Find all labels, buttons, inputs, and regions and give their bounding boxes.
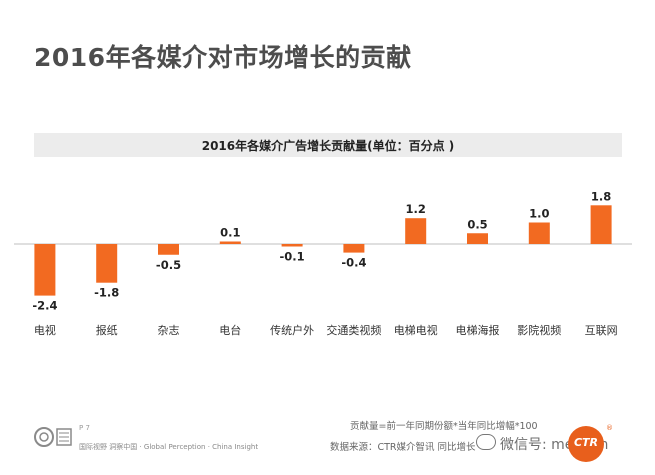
data-label-6: 1.2 [406, 202, 426, 216]
bar-7 [467, 233, 488, 244]
data-label-9: 1.8 [591, 189, 611, 203]
category-label-6: 电梯电视 [394, 323, 438, 337]
page-title: 2016年各媒介对市场增长的贡献 [34, 43, 412, 72]
data-label-5: -0.4 [341, 256, 366, 270]
bar-4 [281, 244, 303, 247]
footer-source: 数据来源：CTR媒介智讯 同比增长 [330, 442, 476, 453]
category-label-1: 报纸 [96, 323, 118, 337]
category-label-8: 影院视频 [517, 323, 561, 337]
bar-6 [405, 218, 427, 244]
registered-mark: ® [606, 424, 613, 432]
data-label-8: 1.0 [529, 207, 549, 221]
category-label-9: 互联网 [585, 324, 618, 337]
ctr-logo-text: CTR [573, 436, 599, 449]
category-label-2: 杂志 [158, 324, 180, 337]
ctr-logo: CTR [568, 426, 604, 462]
bar-1 [96, 244, 118, 283]
chart-title: 2016年各媒介广告增长贡献量(单位：百分点 ) [201, 139, 455, 153]
left-logo [34, 424, 74, 450]
bar-2 [158, 244, 179, 255]
data-label-0: -2.4 [32, 299, 57, 313]
chart-header-band: 2016年各媒介广告增长贡献量(单位：百分点 ) [34, 133, 622, 157]
category-label-0: 电视 [34, 323, 56, 337]
page-number: P 7 [79, 424, 90, 432]
footer-formula: 贡献量=前一年同期份额*当年同比增幅*100 [350, 421, 538, 432]
bar-0 [34, 244, 56, 296]
logo-icon [34, 427, 72, 447]
category-label-3: 电台 [219, 323, 241, 337]
bar-9 [590, 205, 612, 244]
data-label-3: 0.1 [220, 226, 240, 240]
data-label-1: -1.8 [94, 286, 119, 300]
bar-5 [343, 244, 365, 253]
category-label-4: 传统户外 [270, 323, 314, 337]
footer-tagline: 国际视野 洞察中国 · Global Perception · China In… [79, 443, 259, 451]
data-label-2: -0.5 [156, 258, 181, 272]
wechat-icon [476, 434, 496, 450]
data-label-7: 0.5 [467, 217, 487, 231]
category-label-5: 交通类视频 [326, 323, 381, 337]
data-label-4: -0.1 [280, 250, 305, 264]
category-label-7: 电梯海报 [456, 323, 500, 337]
bar-8 [528, 222, 550, 244]
bar-3 [219, 241, 241, 244]
